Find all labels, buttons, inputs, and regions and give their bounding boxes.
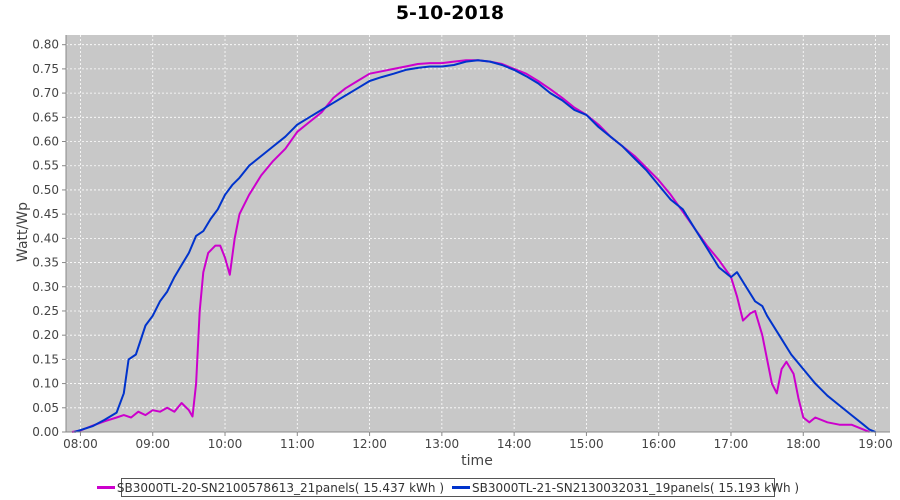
x-tick-label: 11:00	[280, 437, 315, 451]
y-tick-label: 0.35	[32, 256, 59, 270]
y-tick-label: 0.75	[32, 62, 59, 76]
y-tick-label: 0.80	[32, 38, 59, 52]
x-tick-label: 13:00	[425, 437, 460, 451]
y-tick-label: 0.05	[32, 401, 59, 415]
legend-label-series-2: SB3000TL-21-SN2130032031_19panels( 15.19…	[472, 480, 800, 495]
series-line-2	[74, 59, 876, 433]
legend-item-series-1: SB3000TL-20-SN2100578613_21panels( 15.43…	[96, 480, 444, 495]
x-axis-label: time	[461, 453, 493, 469]
x-tick-label: 10:00	[208, 437, 243, 451]
y-tick-label: 0.40	[32, 231, 59, 245]
y-tick-label: 0.65	[32, 110, 59, 124]
legend-swatch-series-1	[96, 486, 115, 489]
y-tick-label: 0.10	[32, 377, 59, 391]
x-tick-label: 09:00	[135, 437, 170, 451]
y-tick-label: 0.50	[32, 183, 59, 197]
y-tick-label: 0.45	[32, 207, 59, 221]
legend-label-series-1: SB3000TL-20-SN2100578613_21panels( 15.43…	[116, 480, 444, 495]
plot-area	[66, 35, 890, 432]
x-tick-label: 19:00	[858, 437, 893, 451]
x-tick-label: 12:00	[352, 437, 387, 451]
x-tick-label: 17:00	[714, 437, 749, 451]
y-tick-label: 0.70	[32, 86, 59, 100]
y-axis-label: Watt/Wp	[15, 202, 31, 262]
x-tick-label: 16:00	[641, 437, 676, 451]
chart-title: 5-10-2018	[395, 2, 505, 24]
y-tick-label: 0.55	[32, 159, 59, 173]
line-chart: 0.00 0.05 0.10 0.15 0.20 0.25 0.30 0.35 0.40 0.45…	[15, 35, 893, 469]
x-tick-label: 18:00	[786, 437, 821, 451]
y-tick-label: 0.20	[32, 328, 59, 342]
series-line-1	[71, 59, 870, 433]
y-tick-label: 0.15	[32, 352, 59, 366]
y-tick-label: 0.30	[32, 280, 59, 294]
legend: SB3000TL-20-SN2100578613_21panels( 15.43…	[96, 478, 799, 497]
legend-item-series-2: SB3000TL-21-SN2130032031_19panels( 15.19…	[452, 481, 799, 495]
x-tick-label: 15:00	[569, 437, 604, 451]
x-tick-label: 08:00	[63, 437, 98, 451]
y-tick-label: 0.00	[32, 425, 59, 439]
y-tick-label: 0.60	[32, 135, 59, 149]
x-tick-label: 14:00	[497, 437, 532, 451]
y-tick-label: 0.25	[32, 304, 59, 318]
legend-swatch-series-2	[452, 486, 470, 489]
